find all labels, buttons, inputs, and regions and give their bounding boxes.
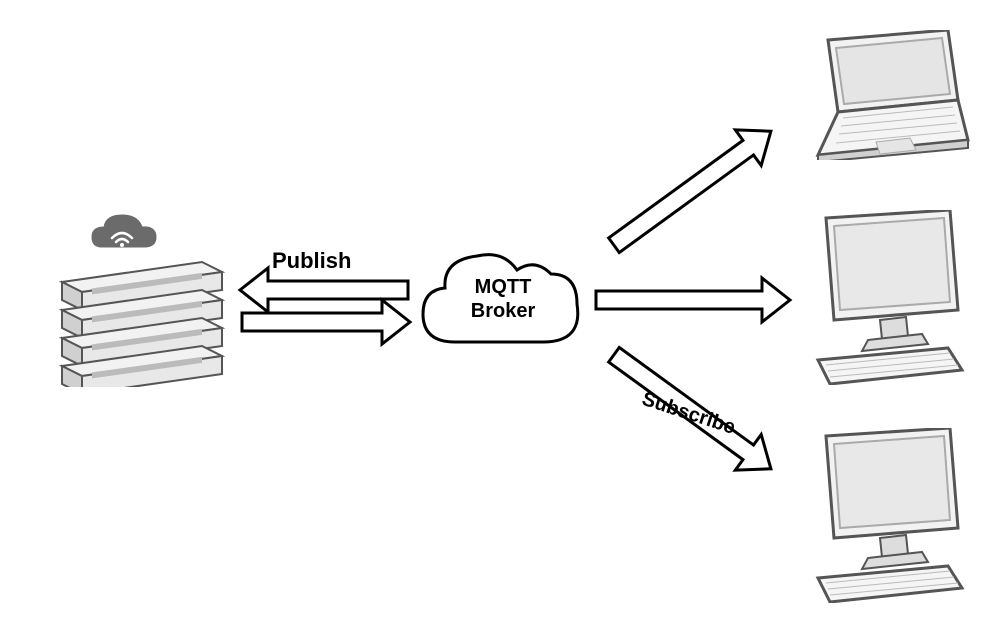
publish-label: Publish <box>272 248 351 274</box>
broker-label-line1: MQTT <box>475 276 532 298</box>
mqtt-diagram: Publish MQTT Broker Subscribe <box>0 0 1000 644</box>
broker-label-line2: Broker <box>471 300 535 322</box>
broker-label: MQTT Broker <box>463 275 543 323</box>
